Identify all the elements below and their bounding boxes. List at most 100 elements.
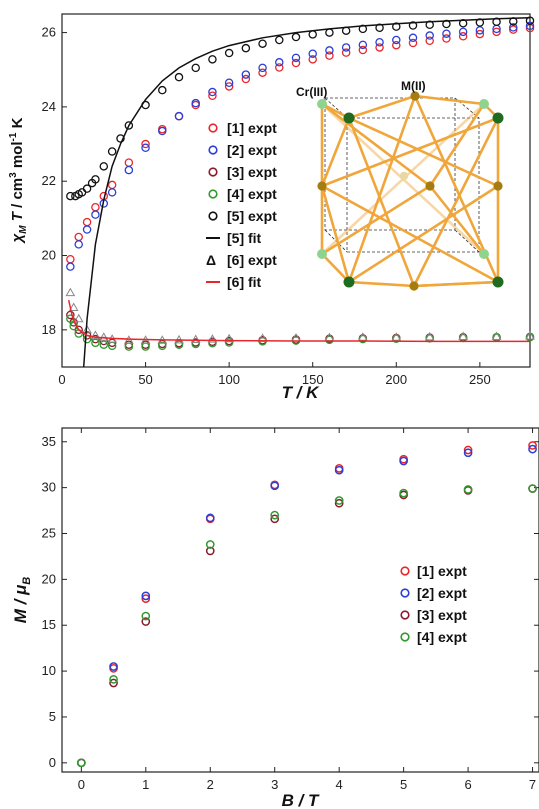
chart1-x-tick-label: 250 <box>469 372 491 387</box>
chart2-ticks: 0 1 2 3 4 5 6 7 0 5 10 15 20 25 30 35 <box>42 428 539 792</box>
chart1-triangle-point <box>458 331 469 341</box>
chart1-point <box>525 21 535 31</box>
chart2-y-tick-label: 10 <box>42 663 56 678</box>
chart2-point <box>205 540 215 549</box>
chart1-point <box>325 46 334 55</box>
chart1-legend: [1] expt [2] expt [3] expt [4] expt [5] expt… <box>206 120 277 290</box>
chart1-point <box>124 158 134 167</box>
chart1-point <box>158 85 167 95</box>
chart1-point <box>509 23 518 32</box>
chart1-triangle-point <box>65 287 76 297</box>
chart2-data <box>76 441 537 768</box>
chart1-point <box>208 87 217 97</box>
chart1-point <box>107 338 117 348</box>
chart1-triangle-point <box>424 331 435 341</box>
chart1-xlabel: T / K <box>282 383 321 402</box>
chart1-point <box>124 121 134 130</box>
chart1-point <box>241 74 251 84</box>
chart1-point <box>158 126 167 136</box>
chart1-point <box>91 210 100 219</box>
chart2-x-tick-label: 4 <box>336 777 343 792</box>
chart2-point <box>463 485 473 494</box>
chart1-point <box>325 51 334 60</box>
chart1-point <box>291 32 301 42</box>
chart1-point <box>107 147 117 156</box>
chart1-point <box>425 36 434 46</box>
chart1-point <box>91 202 100 212</box>
chart1-triangle-point <box>525 331 535 340</box>
chart1-point <box>174 111 184 121</box>
chart1-triangle-point <box>224 333 235 343</box>
chart1-ylabel: χM T / cm3 mol-1 K <box>8 117 29 244</box>
chart1-data <box>65 16 535 368</box>
chart1-point <box>408 38 418 48</box>
chart1-y-tick-label: 22 <box>42 173 56 188</box>
chart1-point <box>408 21 418 30</box>
chart2-point <box>109 678 118 688</box>
legend-label: [2] expt <box>227 142 277 158</box>
chart1-point <box>82 217 92 227</box>
chart1-point <box>174 72 184 82</box>
legend-label: [5] fit <box>227 230 262 246</box>
chart2-point <box>399 456 408 466</box>
chart1-point <box>74 232 83 242</box>
chart1-point <box>107 188 117 197</box>
chart1-point <box>341 48 351 57</box>
chart2-point <box>399 488 408 498</box>
chart1-point <box>191 63 200 73</box>
chart1-point <box>158 341 167 351</box>
chart2-x-tick-label: 5 <box>400 777 407 792</box>
chart1-point <box>99 340 109 349</box>
chart2-point <box>463 448 473 458</box>
chart1-y-tick-label: 26 <box>42 25 56 40</box>
chart1-point <box>74 240 83 249</box>
legend-circle-marker <box>208 211 218 221</box>
chart2-point <box>334 465 344 475</box>
chart1-point <box>358 45 368 55</box>
chart1-point <box>91 338 100 348</box>
chart1-point <box>258 63 267 73</box>
legend-label: [4] expt <box>227 186 277 202</box>
chart2-point <box>205 513 215 523</box>
chart1-point <box>275 35 284 45</box>
chart2-x-tick-label: 6 <box>464 777 471 792</box>
chart1-point <box>525 16 535 25</box>
chart1-point <box>66 191 75 201</box>
chart1-point <box>408 33 418 43</box>
chart2-point <box>141 611 151 621</box>
chart1-point <box>308 30 317 39</box>
chart1-point <box>291 53 301 63</box>
chart1-point <box>325 28 334 37</box>
chart1-plot-area <box>61 13 531 368</box>
chart1-triangle-point <box>190 334 201 344</box>
legend-circle-marker <box>208 189 218 199</box>
chart1-x-tick-label: 50 <box>138 372 152 387</box>
chart1-point <box>492 27 501 37</box>
structure-inset: Cr(III) M(II) <box>296 79 504 291</box>
legend-label: [3] expt <box>227 164 277 180</box>
chart1-point <box>66 254 75 264</box>
chart1-point <box>341 43 351 52</box>
legend-circle-marker <box>400 610 410 620</box>
chart2-xlabel: B / T <box>282 791 320 809</box>
chart1-y-tick-label: 20 <box>42 248 56 263</box>
chart1-point <box>208 55 217 64</box>
chart1-point <box>224 338 234 347</box>
chart1-y-tick-label: 18 <box>42 322 56 337</box>
chart2-point <box>270 510 280 520</box>
chart1-point <box>308 49 317 59</box>
chart2-x-tick-label: 1 <box>142 777 149 792</box>
chart1-point <box>174 340 184 349</box>
chart1-point <box>458 32 468 41</box>
legend-label: [4] expt <box>417 629 467 645</box>
chart1-x-tick-label: 200 <box>385 372 407 387</box>
legend-circle-marker <box>208 167 218 177</box>
legend-label: [6] expt <box>227 252 277 268</box>
chart1-point <box>208 91 217 100</box>
chart1-point <box>258 68 267 77</box>
chart1-point <box>375 43 384 52</box>
chart1-point <box>392 40 401 50</box>
chart1-triangle-point <box>82 324 92 334</box>
chart1-point <box>99 162 109 171</box>
